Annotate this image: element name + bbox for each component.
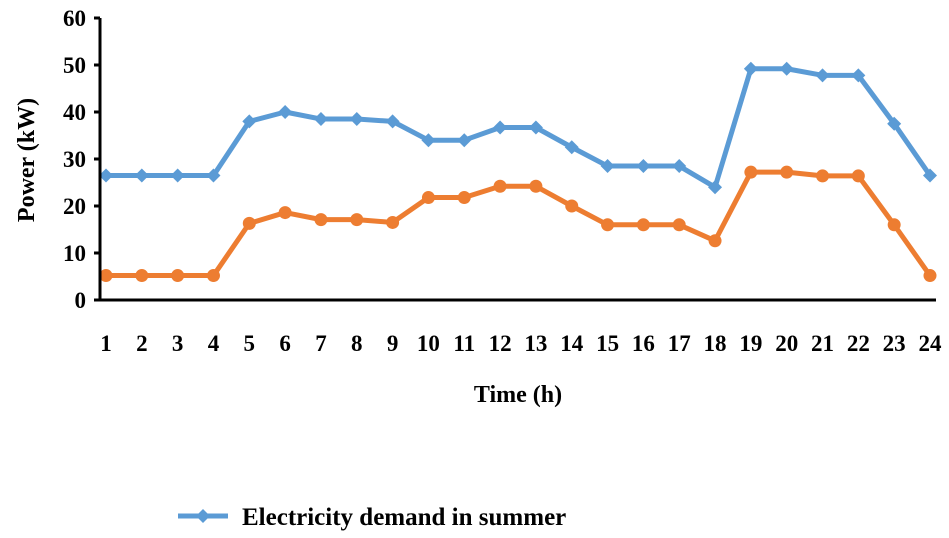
y-axis-ticks: 0 10 20 30 40 50 60 bbox=[63, 6, 100, 313]
x-tick-label: 13 bbox=[524, 331, 547, 356]
y-tick-label: 20 bbox=[63, 194, 86, 219]
x-tick-label: 4 bbox=[208, 331, 220, 356]
legend-label: Electricity demand in summer bbox=[242, 504, 566, 531]
data-point-diamond bbox=[242, 114, 257, 129]
data-point-diamond bbox=[743, 61, 758, 76]
data-point-circle bbox=[672, 218, 686, 232]
y-tick-label: 60 bbox=[63, 6, 86, 31]
data-point-diamond bbox=[206, 168, 221, 183]
data-point-diamond bbox=[313, 112, 328, 127]
data-point-circle bbox=[242, 216, 256, 230]
legend: Electricity demand in summer bbox=[178, 504, 566, 531]
x-tick-label: 14 bbox=[560, 331, 584, 356]
x-tick-label: 23 bbox=[883, 331, 906, 356]
data-point-diamond bbox=[385, 114, 400, 129]
series-layer bbox=[99, 61, 937, 283]
data-point-diamond bbox=[672, 159, 687, 174]
data-point-diamond bbox=[636, 159, 651, 174]
y-tick-label: 40 bbox=[63, 100, 86, 125]
data-point-circle bbox=[457, 191, 471, 205]
series-1 bbox=[99, 61, 937, 195]
x-tick-label: 6 bbox=[279, 331, 291, 356]
data-point-diamond bbox=[278, 105, 293, 119]
legend-diamond-marker bbox=[196, 509, 210, 523]
x-tick-label: 18 bbox=[704, 331, 727, 356]
y-axis-title: Power (kW) bbox=[14, 98, 40, 222]
y-tick-label: 0 bbox=[75, 288, 87, 313]
x-tick-label: 3 bbox=[172, 331, 184, 356]
series-line bbox=[106, 169, 933, 279]
x-tick-label: 1 bbox=[100, 331, 112, 356]
data-point-circle bbox=[171, 269, 185, 283]
data-point-diamond bbox=[851, 68, 866, 83]
data-point-circle bbox=[636, 218, 650, 232]
x-tick-label: 8 bbox=[351, 331, 363, 356]
x-tick-label: 17 bbox=[668, 331, 691, 356]
series-line bbox=[106, 66, 933, 190]
data-point-circle bbox=[278, 206, 292, 220]
data-point-circle bbox=[565, 199, 579, 213]
data-point-diamond bbox=[600, 159, 615, 174]
data-point-circle bbox=[99, 269, 113, 283]
y-tick-label: 30 bbox=[63, 147, 86, 172]
data-point-diamond bbox=[134, 168, 149, 183]
series-2 bbox=[99, 165, 937, 283]
data-point-diamond bbox=[708, 180, 723, 195]
data-point-circle bbox=[493, 179, 507, 193]
data-point-diamond bbox=[779, 61, 794, 76]
data-point-circle bbox=[744, 165, 758, 179]
x-tick-label: 5 bbox=[244, 331, 256, 356]
x-tick-label: 2 bbox=[136, 331, 148, 356]
data-point-circle bbox=[887, 218, 901, 232]
data-point-circle bbox=[421, 191, 435, 205]
y-tick-label: 10 bbox=[63, 241, 86, 266]
x-tick-label: 11 bbox=[453, 331, 475, 356]
data-point-circle bbox=[923, 269, 937, 283]
x-tick-label: 19 bbox=[739, 331, 762, 356]
data-point-diamond bbox=[170, 168, 185, 183]
y-tick-label: 50 bbox=[63, 53, 86, 78]
data-point-diamond bbox=[457, 133, 472, 148]
data-point-circle bbox=[851, 169, 865, 183]
x-tick-label: 12 bbox=[489, 331, 512, 356]
data-point-diamond bbox=[349, 112, 364, 127]
data-point-diamond bbox=[815, 68, 830, 83]
x-tick-label: 21 bbox=[811, 331, 834, 356]
x-tick-label: 20 bbox=[775, 331, 798, 356]
x-axis-ticks: 1 2 3 4 5 6 7 8 9 10 11 12 13 14 15 16 17 18 19 20 21 22 23 24 bbox=[100, 331, 942, 356]
data-point-circle bbox=[601, 218, 615, 232]
data-point-circle bbox=[386, 215, 400, 229]
x-tick-label: 22 bbox=[847, 331, 870, 356]
x-tick-label: 15 bbox=[596, 331, 619, 356]
x-tick-label: 16 bbox=[632, 331, 655, 356]
data-point-diamond bbox=[421, 133, 436, 148]
x-tick-label: 24 bbox=[919, 331, 943, 356]
data-point-diamond bbox=[887, 116, 902, 131]
data-point-circle bbox=[314, 213, 328, 227]
x-tick-label: 9 bbox=[387, 331, 399, 356]
data-point-circle bbox=[816, 169, 830, 183]
data-point-diamond bbox=[493, 120, 508, 135]
x-tick-label: 7 bbox=[315, 331, 327, 356]
data-point-diamond bbox=[564, 140, 579, 155]
data-point-diamond bbox=[923, 168, 937, 183]
data-point-diamond bbox=[99, 168, 113, 183]
data-point-circle bbox=[708, 234, 722, 248]
x-axis-title: Time (h) bbox=[474, 382, 562, 408]
data-point-diamond bbox=[528, 120, 543, 135]
data-point-circle bbox=[780, 165, 794, 179]
data-point-circle bbox=[135, 269, 149, 283]
x-tick-label: 10 bbox=[417, 331, 440, 356]
data-point-circle bbox=[350, 213, 364, 227]
data-point-circle bbox=[529, 179, 543, 193]
data-point-circle bbox=[206, 269, 220, 283]
